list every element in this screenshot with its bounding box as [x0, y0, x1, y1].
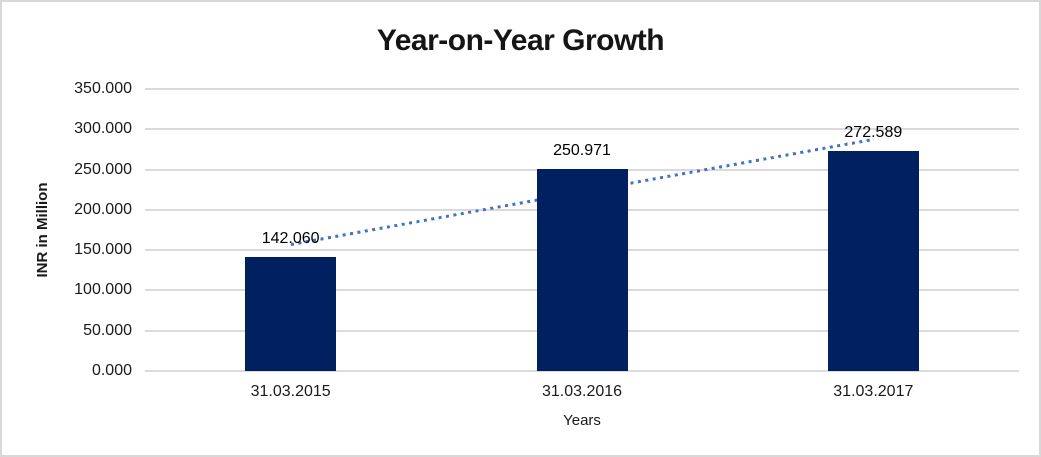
x-tick-label: 31.03.2017 [833, 383, 914, 400]
y-tick-label: 300.000 [74, 120, 132, 138]
bar-value-label: 142.060 [261, 229, 320, 247]
bar-value-label: 272.589 [844, 124, 903, 142]
gridline [145, 88, 1019, 90]
bar-31.03.2015 [245, 256, 337, 371]
gridline [145, 370, 1019, 372]
x-tick-label: 31.03.2016 [541, 383, 623, 400]
bar-value-label: 250.971 [553, 141, 611, 159]
y-tick-label: 50.000 [83, 321, 132, 339]
gridline [145, 128, 1019, 131]
bar-31.03.2017 [827, 151, 919, 371]
y-tick-label: 0.000 [91, 362, 132, 379]
x-axis-title: Years [563, 412, 601, 429]
plot-area: 142.060 250.971 272.589 [145, 88, 1019, 372]
x-tick-label: 31.03.2015 [250, 383, 331, 400]
y-tick-label: 250.000 [74, 160, 132, 178]
y-tick-label: 200.000 [74, 200, 132, 218]
y-tick-label: 350.000 [74, 80, 132, 97]
chart-title: Year-on-Year Growth [376, 24, 665, 57]
bar-31.03.2016 [536, 168, 628, 371]
y-tick-label: 150.000 [74, 241, 132, 259]
y-tick-label: 100.000 [74, 281, 132, 299]
